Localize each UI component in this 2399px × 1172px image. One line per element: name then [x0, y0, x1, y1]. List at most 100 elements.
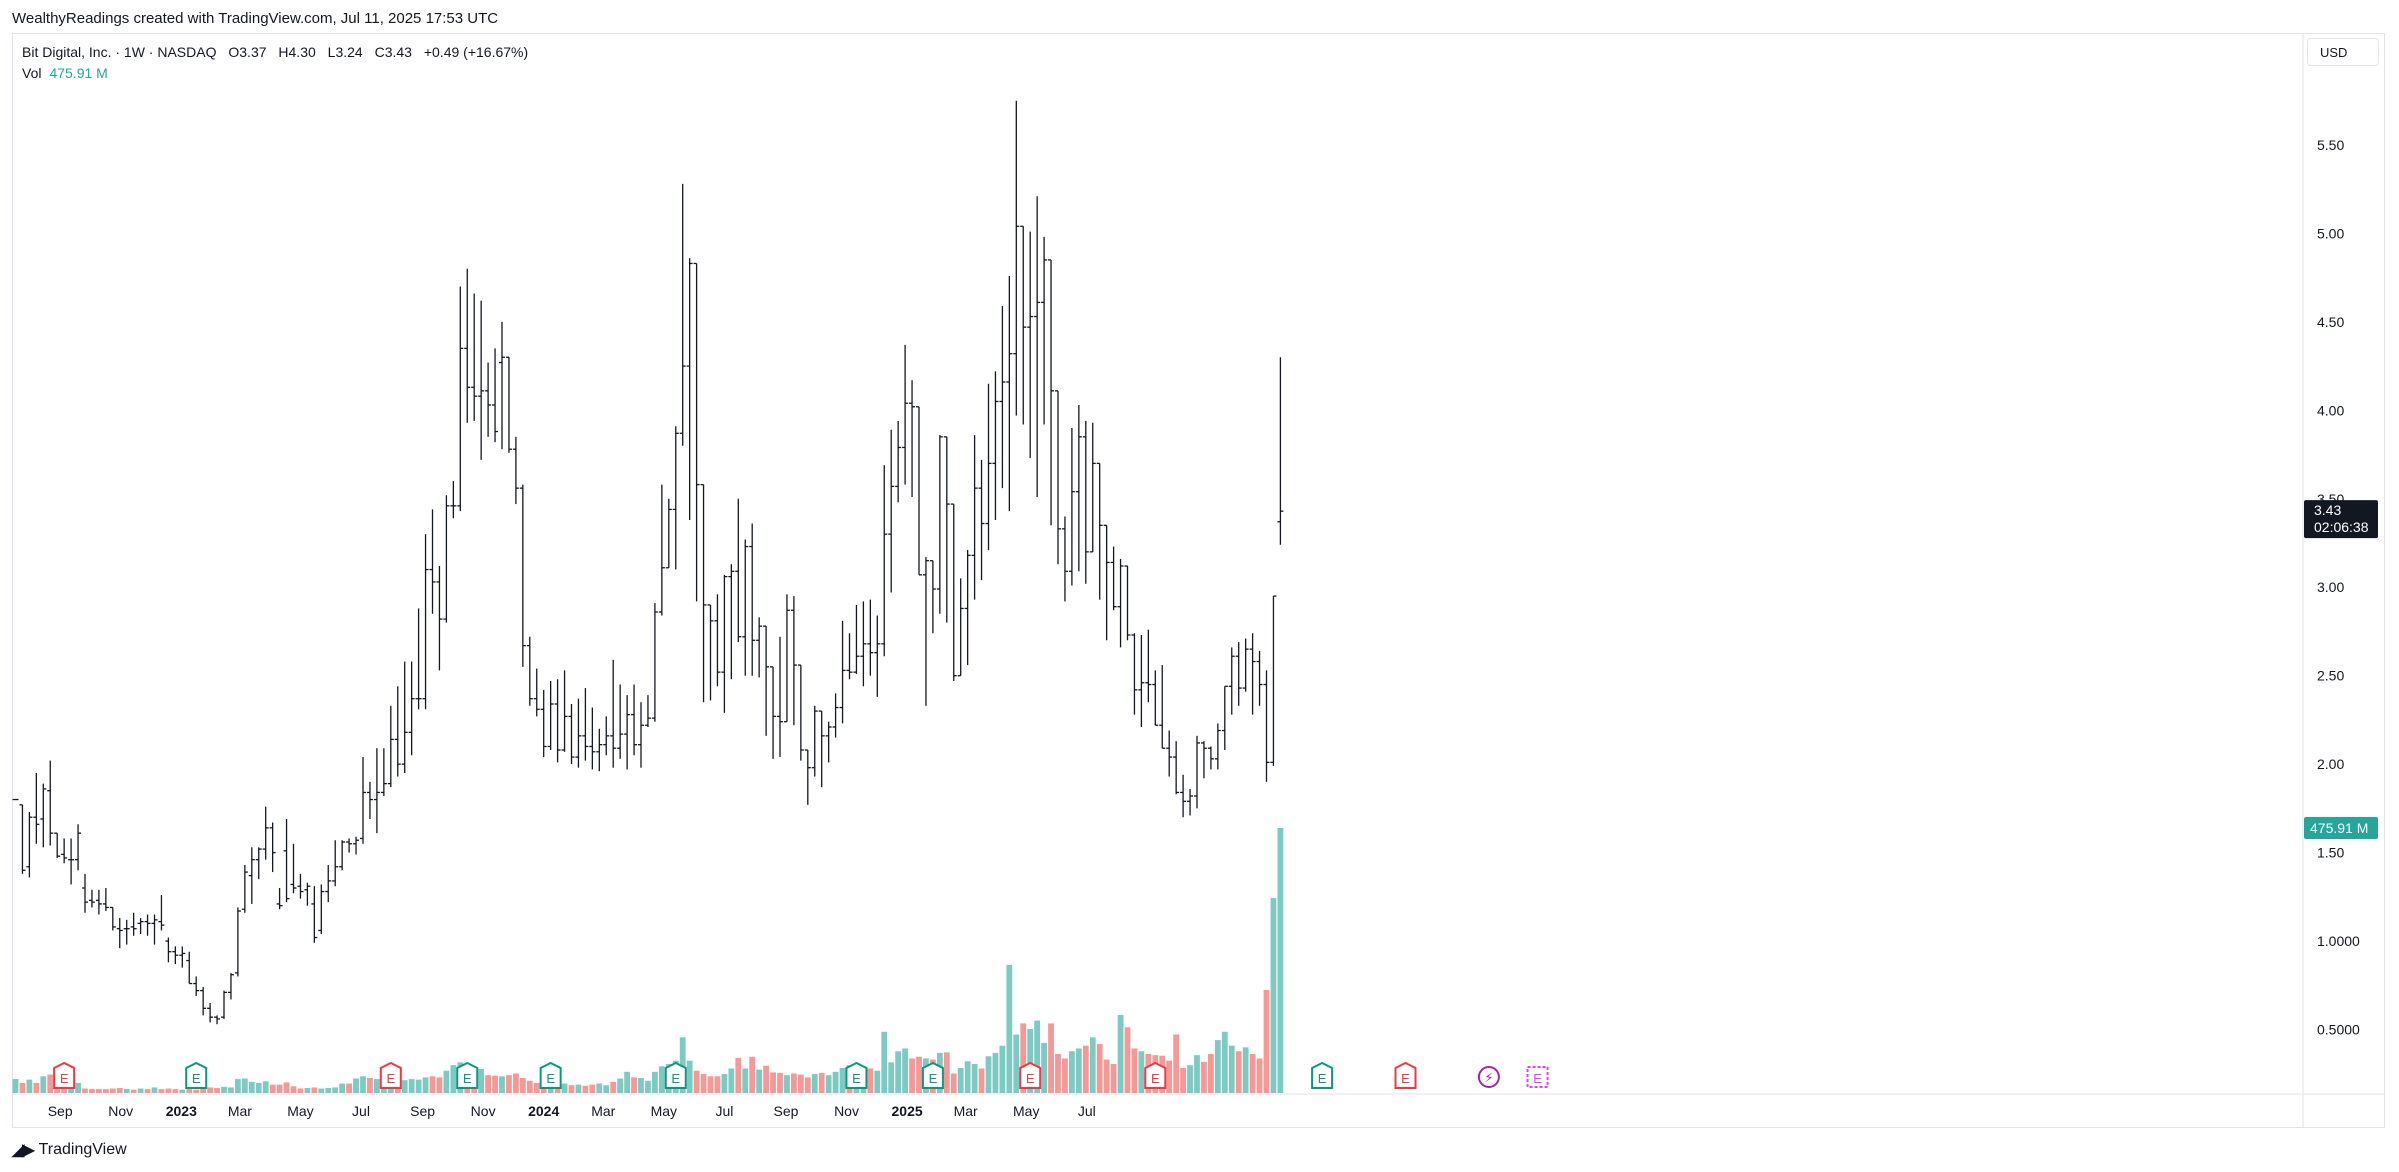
earnings-marker-letter: E [929, 1071, 938, 1086]
symbol-title[interactable]: Bit Digital, Inc. · 1W · NASDAQ [22, 44, 217, 60]
volume-bar [1138, 1051, 1145, 1093]
legend-close: C3.43 [374, 44, 412, 60]
ohlc-bar [346, 838, 353, 853]
volume-label[interactable]: Vol [22, 65, 42, 81]
ohlc-bar [1194, 735, 1200, 809]
earnings-marker[interactable]: E [921, 1061, 944, 1089]
earnings-marker-shape [539, 1061, 562, 1089]
volume-bar [179, 1089, 186, 1093]
volume-bar [770, 1072, 776, 1093]
volume-bar [1166, 1060, 1173, 1093]
time-axis-tick: Mar [228, 1103, 252, 1119]
ohlc-bar [179, 946, 186, 968]
time-axis-tick: Mar [954, 1103, 978, 1119]
earnings-marker[interactable]: E [185, 1061, 208, 1089]
ohlc-bar [874, 615, 881, 697]
earnings-marker[interactable]: E [664, 1061, 687, 1089]
ohlc-bar [1124, 565, 1131, 641]
volume-bar [89, 1089, 95, 1093]
volume-bar [888, 1062, 895, 1093]
volume-bar [75, 1082, 81, 1093]
earnings-marker-shape [1526, 1066, 1549, 1088]
ohlc-bar [999, 305, 1006, 489]
volume-bar [1048, 1023, 1054, 1093]
ohlc-bar [742, 539, 749, 676]
volume-bar [1027, 1028, 1034, 1093]
ohlc-bar [1110, 546, 1117, 611]
ohlc-bar [756, 617, 763, 678]
volume-bar [749, 1056, 756, 1093]
time-axis-tick: 2025 [892, 1103, 923, 1119]
ohlc-bar [1187, 788, 1194, 816]
volume-bar [526, 1080, 533, 1093]
ohlc-bar [714, 594, 721, 687]
time-axis-tick: Jul [1078, 1103, 1096, 1119]
earnings-marker[interactable]: E [53, 1061, 76, 1089]
volume-bar [1055, 1054, 1061, 1093]
price-axis-tick: 1.0000 [2317, 933, 2360, 949]
volume-bar [221, 1086, 227, 1093]
volume-bar [1041, 1042, 1047, 1093]
legend-open: O3.37 [228, 44, 267, 60]
ohlc-bar [186, 951, 193, 985]
volume-bar [1180, 1067, 1186, 1093]
earnings-marker[interactable]: E [1144, 1061, 1167, 1089]
ohlc-bar [151, 914, 158, 945]
volume-bar [533, 1082, 540, 1093]
earnings-marker[interactable]: E [1394, 1061, 1417, 1089]
earnings-marker-shape [1019, 1061, 1042, 1089]
earnings-marker[interactable]: E [1526, 1066, 1549, 1088]
volume-bar [638, 1077, 644, 1093]
ohlc-bar [763, 625, 770, 736]
earnings-marker[interactable]: E [379, 1061, 402, 1089]
currency-button[interactable]: USD [2307, 38, 2379, 66]
volume-bar [1270, 898, 1277, 1093]
earnings-marker-letter: E [546, 1071, 555, 1086]
volume-bar [575, 1084, 582, 1093]
last-volume-value: 475.91 M [2310, 820, 2368, 836]
earnings-marker[interactable]: E [456, 1061, 479, 1089]
ohlc-bar [1061, 516, 1068, 602]
volume-bar [172, 1089, 179, 1093]
price-axis: 5.505.004.504.003.503.002.502.001.501.00… [2317, 137, 2360, 1038]
volume-bar [450, 1065, 457, 1093]
time-axis-tick: Jul [715, 1103, 733, 1119]
volume-bar [1242, 1047, 1249, 1093]
ohlc-bar [1263, 670, 1270, 782]
volume-bar [408, 1079, 415, 1093]
volume-bar [950, 1073, 957, 1093]
ohlc-bar [804, 749, 811, 805]
volume-bar [68, 1085, 74, 1093]
ohlc-bar [54, 832, 61, 858]
volume-bar [165, 1088, 172, 1093]
ohlc-bar [992, 371, 999, 520]
ohlc-bar [825, 721, 832, 763]
ohlc-bar [1235, 642, 1242, 706]
earnings-marker[interactable]: E [845, 1061, 868, 1089]
dividend-event-marker[interactable]: ⚡ [1477, 1066, 1500, 1088]
ohlc-bar [1242, 638, 1249, 692]
volume-bar [777, 1072, 783, 1093]
volume-bar [742, 1068, 749, 1093]
last-price-value: 3.43 [2314, 502, 2341, 518]
ohlc-bar [332, 840, 339, 887]
ohlc-bar [658, 484, 665, 616]
volume-bar [19, 1082, 26, 1093]
earnings-marker[interactable]: E [1019, 1061, 1042, 1089]
volume-bar [1221, 1031, 1228, 1093]
ohlc-bar [1006, 275, 1013, 512]
volume-bar [1075, 1048, 1082, 1093]
volume-bar [839, 1067, 846, 1093]
volume-bar [582, 1085, 589, 1093]
volume-bar [269, 1084, 276, 1093]
ohlc-bar [936, 435, 943, 614]
earnings-marker[interactable]: E [1311, 1061, 1334, 1089]
volume-bar [707, 1076, 714, 1093]
price-axis-tick: 5.00 [2317, 225, 2344, 241]
volume-bar [797, 1074, 804, 1093]
earnings-marker[interactable]: E [539, 1061, 562, 1089]
volume-bar [228, 1087, 234, 1093]
tradingview-footer[interactable]: ◢▶ TradingView [12, 1140, 127, 1160]
volume-bar [1034, 1020, 1041, 1093]
